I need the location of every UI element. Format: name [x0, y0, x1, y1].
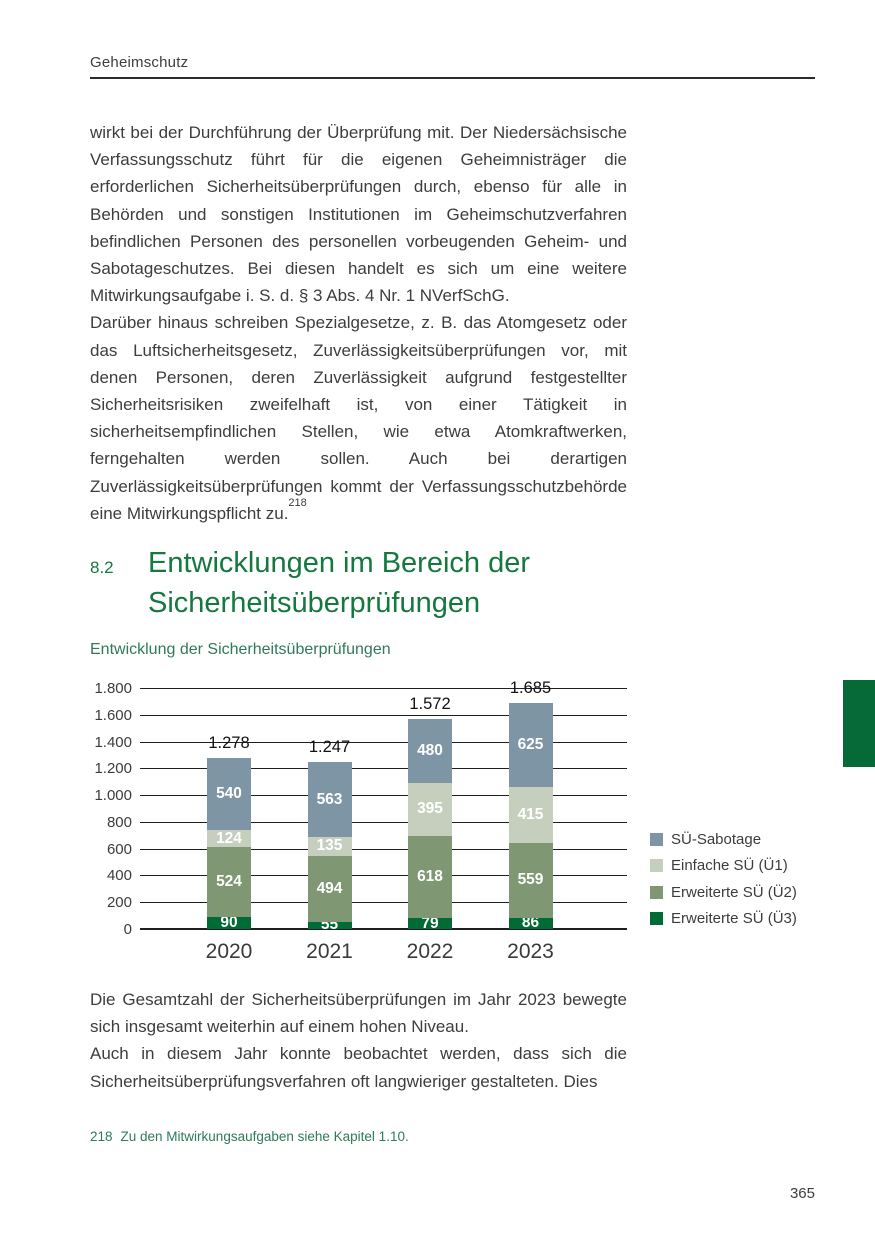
- y-tick-label: 1.800: [94, 680, 132, 697]
- stacked-bar-chart: 1.800 1.600 1.400 1.200 1.000 800 600 400 200 0 9…: [90, 678, 875, 968]
- paragraph-4: Auch in diesem Jahr konnte beobachtet we…: [90, 1044, 627, 1091]
- legend-item: SÜ-Sabotage: [650, 830, 797, 848]
- section-number: 8.2: [90, 558, 114, 577]
- bar-segment: 86: [508, 915, 553, 931]
- legend-item: Einfache SÜ (Ü1): [650, 857, 797, 874]
- legend-label: Einfache SÜ (Ü1): [671, 857, 788, 874]
- x-tick-label: 2022: [406, 940, 454, 963]
- footnote-number: 218: [90, 1129, 113, 1144]
- y-tick-label: 200: [106, 894, 132, 912]
- bar-segment: 90: [207, 915, 251, 930]
- grid-line: [140, 768, 627, 770]
- bar-segment: 559: [508, 842, 553, 918]
- running-header: Geheimschutz: [90, 54, 188, 71]
- grid-line: [140, 821, 627, 823]
- section-title: Entwicklungen im Bereich der Sicherheits…: [148, 547, 531, 619]
- bar-segment: 124: [207, 830, 251, 847]
- paragraph-3: Die Gesamtzahl der Sicherheitsüberprüfun…: [90, 990, 627, 1037]
- header-rule: [90, 77, 815, 79]
- y-axis: 1.800 1.600 1.400 1.200 1.000 800 600 400 200 0: [90, 678, 132, 938]
- grid-line: [140, 688, 627, 689]
- legend-swatch: [650, 832, 663, 846]
- bar-segment: 524: [207, 846, 251, 917]
- grid-line: [140, 875, 627, 877]
- bar-segment: 563: [307, 762, 352, 838]
- y-tick-label: 1.600: [94, 706, 132, 724]
- x-axis: 2020 2021 2022 2023: [140, 940, 627, 966]
- legend-swatch: [650, 885, 663, 899]
- bar-segment: 79: [408, 915, 452, 931]
- grid-line: [140, 928, 627, 930]
- chapter-side-tab: [843, 680, 875, 767]
- bar-total-label: 1.685: [509, 679, 552, 698]
- y-tick-label: 600: [106, 840, 132, 858]
- bar-total-label: 1.278: [208, 733, 250, 752]
- bar-segment: 395: [408, 782, 452, 836]
- y-tick-label: 800: [106, 813, 132, 831]
- grid-line: [140, 714, 627, 716]
- bar-segment: 618: [408, 835, 452, 919]
- grid-line: [140, 741, 627, 743]
- x-tick-label: 2020: [205, 940, 253, 963]
- legend-item: Erweiterte SÜ (Ü2): [650, 883, 797, 901]
- bar-2020: 90 524 124 540 1.278: [207, 688, 251, 930]
- legend-swatch: [650, 859, 663, 872]
- footnote-reference: 218: [288, 497, 307, 510]
- plot-area: 90 524 124 540 1.278 55 494 135 563 1.247 79 618 395…: [140, 679, 627, 933]
- bar-segment: 135: [307, 837, 352, 856]
- legend-label: Erweiterte SÜ (Ü2): [671, 883, 797, 901]
- y-tick-label: 1.400: [94, 733, 132, 751]
- body-text-bottom: Die Gesamtzahl der Sicherheitsüberprüfun…: [90, 986, 627, 1095]
- footnote-text: Zu den Mitwirkungsaufgaben siehe Kapitel…: [120, 1129, 409, 1144]
- y-tick-label: 1.000: [94, 787, 132, 805]
- paragraph-1: wirkt bei der Durchführung der Überprüfu…: [90, 123, 627, 306]
- bar-segment: 494: [307, 855, 352, 922]
- paragraph-2: Darüber hinaus schreiben Spezialgesetze,…: [90, 309, 627, 527]
- footnote: 218 Zu den Mitwirkungsaufgaben siehe Kapi…: [90, 1129, 409, 1144]
- legend-label: Erweiterte SÜ (Ü3): [671, 910, 797, 927]
- legend-item: Erweiterte SÜ (Ü3): [650, 910, 797, 927]
- body-text-top: wirkt bei der Durchführung der Überprüfu…: [90, 119, 627, 527]
- bar-segment: 540: [207, 757, 251, 831]
- paragraph-2-text: Darüber hinaus schreiben Spezialgesetze,…: [90, 313, 627, 523]
- grid-line: [140, 795, 627, 797]
- legend-label: SÜ-Sabotage: [671, 830, 762, 848]
- grid-line: [140, 902, 627, 904]
- y-tick-label: 1.200: [94, 760, 132, 778]
- bar-segment: 625: [508, 703, 553, 788]
- legend-swatch: [650, 912, 663, 925]
- bar-segment: 480: [408, 718, 452, 783]
- bar-2022: 79 618 395 480 1.572: [408, 688, 452, 931]
- bar-2021: 55 494 135 563 1.247: [307, 688, 352, 933]
- grid-line: [140, 848, 627, 850]
- bar-segment: 415: [508, 787, 553, 843]
- bar-2023: 86 559 415 625 1.685: [508, 679, 553, 931]
- x-tick-label: 2021: [306, 940, 353, 963]
- chart-title: Entwicklung der Sicherheitsüberprüfungen: [90, 641, 391, 658]
- page-number: 365: [789, 1185, 815, 1202]
- chart-legend: SÜ-Sabotage Einfache SÜ (Ü1) Erweiterte SÜ…: [650, 830, 797, 938]
- running-header-title: Geheimschutz: [90, 54, 189, 71]
- x-tick-label: 2023: [507, 940, 554, 963]
- bar-total-label: 1.247: [308, 738, 351, 757]
- y-tick-label: 0: [123, 921, 132, 938]
- bar-segment: 55: [307, 917, 352, 933]
- bar-total-label: 1.572: [409, 694, 451, 713]
- y-tick-label: 400: [106, 867, 132, 885]
